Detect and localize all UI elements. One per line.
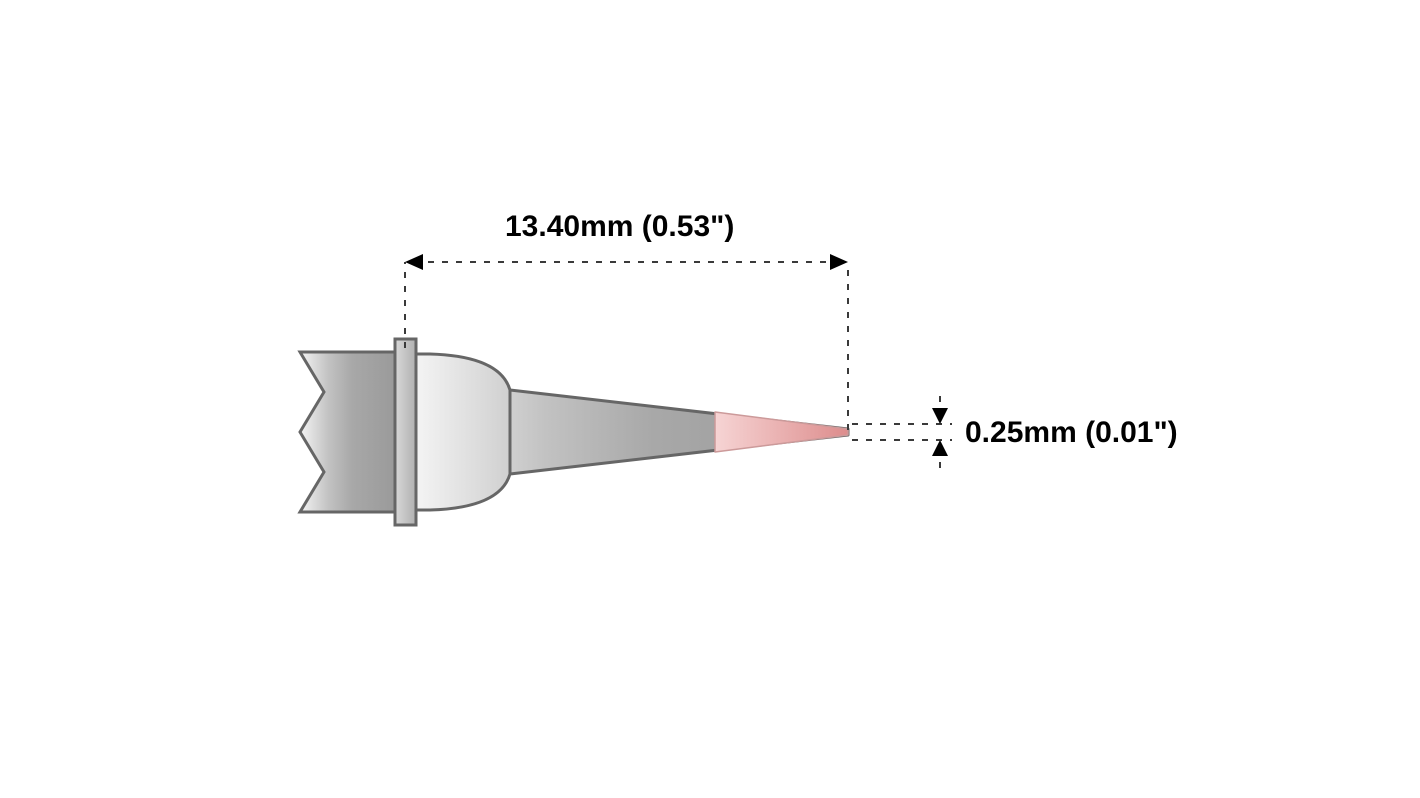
dim-length-label: 13.40mm (0.53") xyxy=(505,210,734,244)
dim-tip-arrow-top xyxy=(932,408,948,424)
collar xyxy=(395,339,416,525)
tinned-tip xyxy=(715,412,848,452)
dim-length-arrow-left xyxy=(405,254,423,270)
diagram-canvas: 13.40mm (0.53") 0.25mm (0.01") xyxy=(0,0,1420,798)
dim-tip-label: 0.25mm (0.01") xyxy=(965,416,1178,450)
dim-length-arrow-right xyxy=(830,254,848,270)
tip-diagram xyxy=(0,0,1420,798)
base-body xyxy=(300,352,395,512)
dim-tip-arrow-bot xyxy=(932,440,948,456)
